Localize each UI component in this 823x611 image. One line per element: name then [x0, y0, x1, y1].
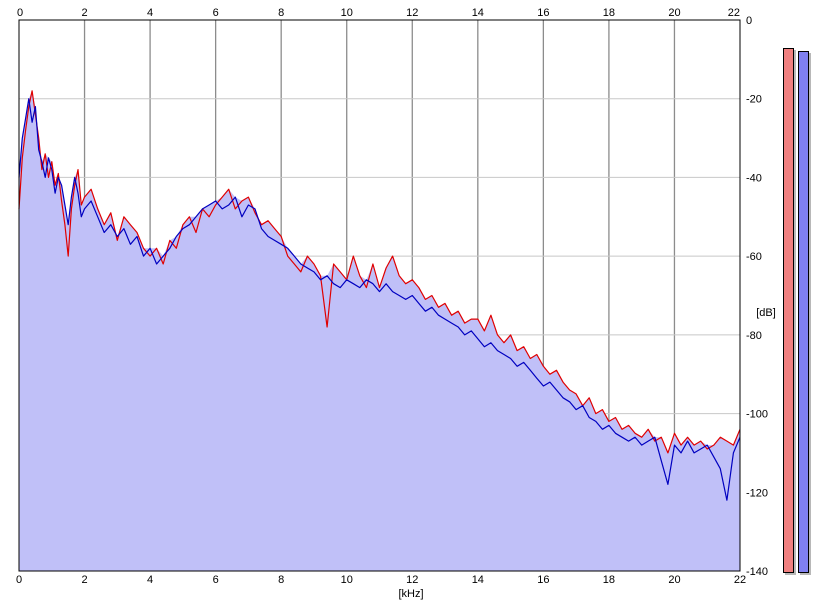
y-tick-label: -80 — [746, 330, 762, 342]
x-tick-label-top: 0 — [17, 7, 23, 19]
x-tick-label-top: 22 — [728, 7, 740, 19]
x-tick-label-bottom: 0 — [16, 574, 22, 586]
x-tick-label-top: 20 — [668, 7, 680, 19]
y-tick-label: -40 — [746, 172, 762, 184]
x-tick-label-top: 18 — [603, 7, 615, 19]
x-tick-label-top: 10 — [341, 7, 353, 19]
spectrum-fill-area — [19, 90, 740, 572]
y-tick-label: -140 — [746, 566, 768, 578]
y-tick-label: -120 — [746, 487, 768, 499]
x-tick-label-bottom: 8 — [278, 574, 284, 586]
right-channel-spectrum-line — [18, 98, 741, 501]
x-tick-label-top: 14 — [472, 7, 484, 19]
y-tick-label: -20 — [746, 94, 762, 106]
x-tick-label-top: 8 — [278, 7, 284, 19]
y-tick-label: -100 — [746, 409, 768, 421]
right-channel-level-meter — [798, 51, 809, 573]
x-tick-label-top: 16 — [537, 7, 549, 19]
x-axis-label: [kHz] — [398, 588, 423, 600]
x-tick-label-bottom: 18 — [603, 574, 615, 586]
x-tick-label-bottom: 22 — [734, 574, 746, 586]
x-tick-label-bottom: 2 — [81, 574, 87, 586]
x-tick-label-bottom: 10 — [341, 574, 353, 586]
x-tick-label-top: 2 — [81, 7, 87, 19]
x-tick-label-bottom: 6 — [213, 574, 219, 586]
x-tick-label-top: 12 — [406, 7, 418, 19]
x-tick-label-top: 4 — [147, 7, 153, 19]
left-channel-level-meter — [783, 48, 794, 573]
y-axis-label: [dB] — [756, 307, 776, 319]
x-tick-label-bottom: 14 — [472, 574, 484, 586]
y-tick-label: 0 — [746, 15, 752, 27]
x-tick-label-top: 6 — [213, 7, 219, 19]
x-tick-label-bottom: 16 — [537, 574, 549, 586]
x-tick-label-bottom: 12 — [406, 574, 418, 586]
x-tick-label-bottom: 20 — [668, 574, 680, 586]
y-tick-label: -60 — [746, 251, 762, 263]
x-tick-label-bottom: 4 — [147, 574, 153, 586]
